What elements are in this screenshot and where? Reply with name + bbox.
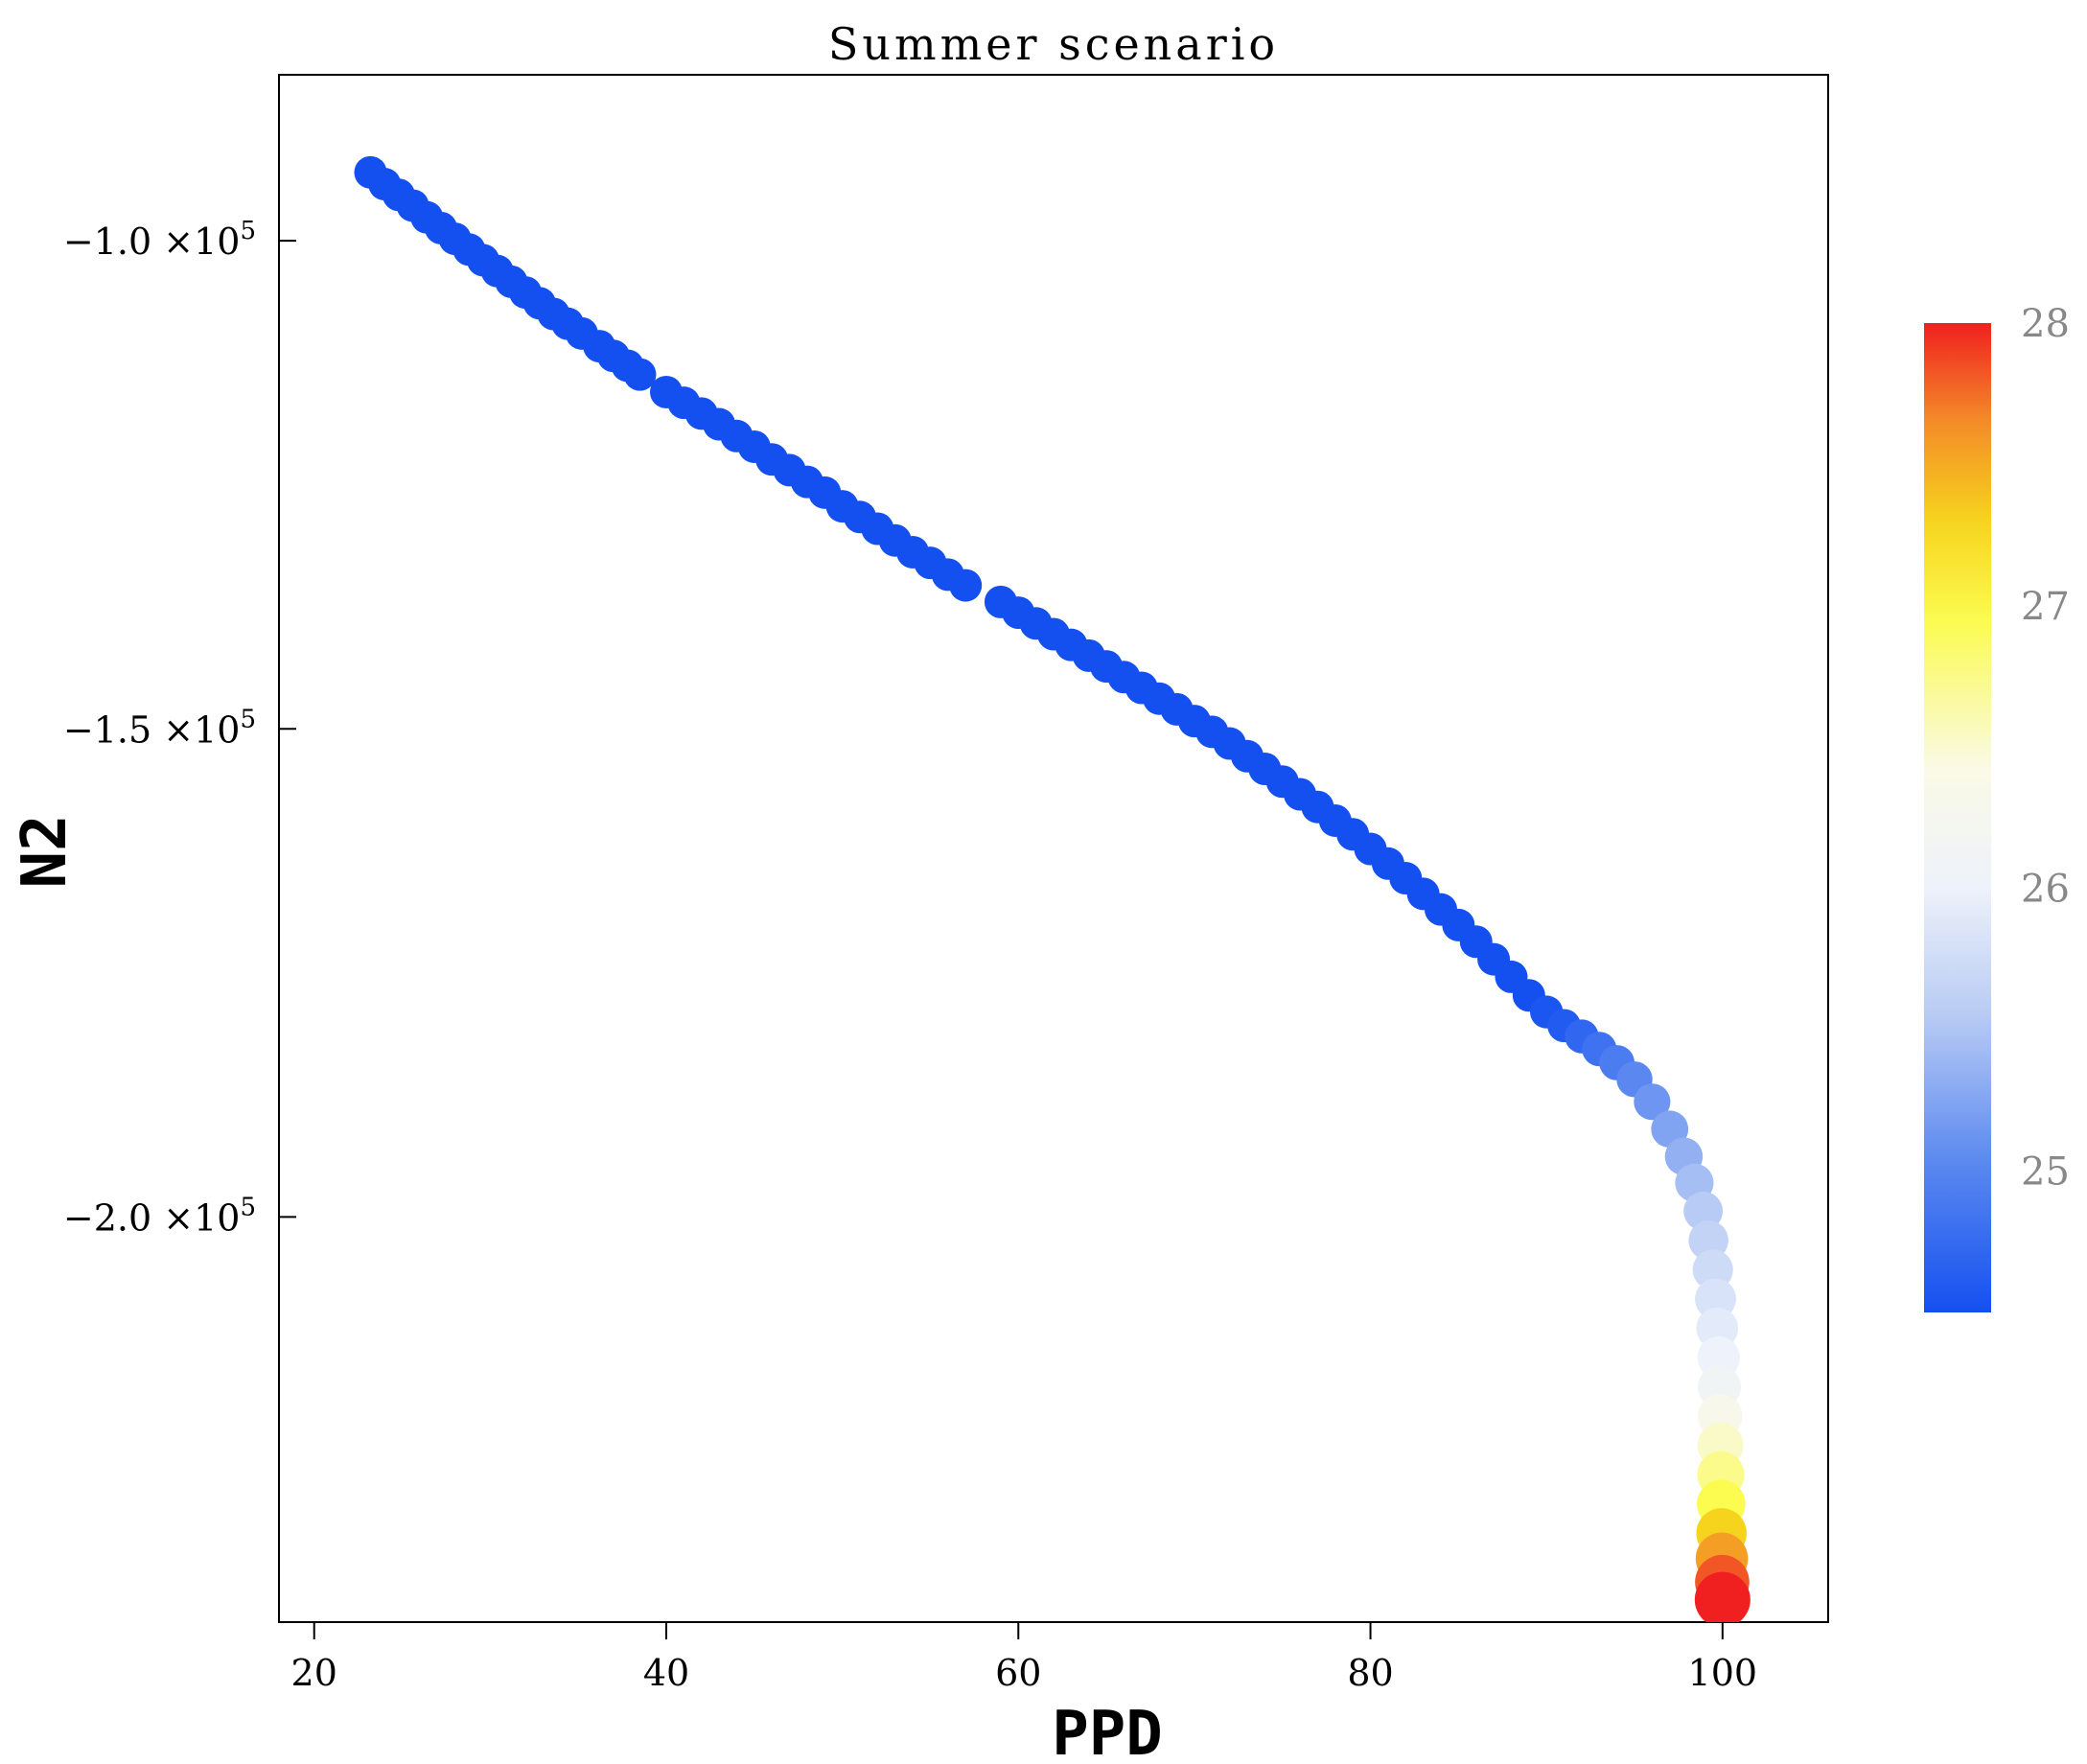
x-axis-label: PPD: [1052, 1699, 1163, 1764]
data-point: [1694, 1571, 1751, 1622]
colorbar-tick-label: 27: [2021, 585, 2070, 629]
colorbar: [1924, 323, 1991, 1312]
data-points: [354, 155, 1751, 1622]
colorbar-tick-label: 26: [2021, 868, 2070, 912]
y-tick-label: −2.0 ×105: [63, 1193, 256, 1239]
plot-frame: [278, 74, 1829, 1623]
data-point: [1683, 1191, 1724, 1231]
data-point: [623, 358, 657, 391]
x-tick-label: 20: [291, 1652, 337, 1694]
colorbar-tick-label: 25: [2021, 1150, 2070, 1195]
x-tick-label: 80: [1347, 1652, 1393, 1694]
data-point: [949, 569, 983, 602]
x-tick-label: 40: [643, 1652, 689, 1694]
x-tick-label: 100: [1688, 1652, 1758, 1694]
colorbar-tick-label: 28: [2021, 302, 2070, 346]
y-axis-label: N2: [10, 814, 81, 888]
y-tick-label: −1.5 ×105: [63, 705, 256, 751]
data-point: [1634, 1083, 1671, 1121]
y-axis: −1.0 ×105 −1.5 ×105 −2.0 ×105: [63, 217, 296, 1239]
x-axis: 20 40 60 80 100: [291, 1622, 1758, 1694]
data-point: [1692, 1249, 1733, 1290]
chart-title: Summer scenario: [828, 18, 1279, 70]
y-tick-label: −1.0 ×105: [63, 217, 256, 263]
x-tick-label: 60: [995, 1652, 1041, 1694]
colorbar-ticks: 25 26 27 28: [2021, 302, 2070, 1195]
